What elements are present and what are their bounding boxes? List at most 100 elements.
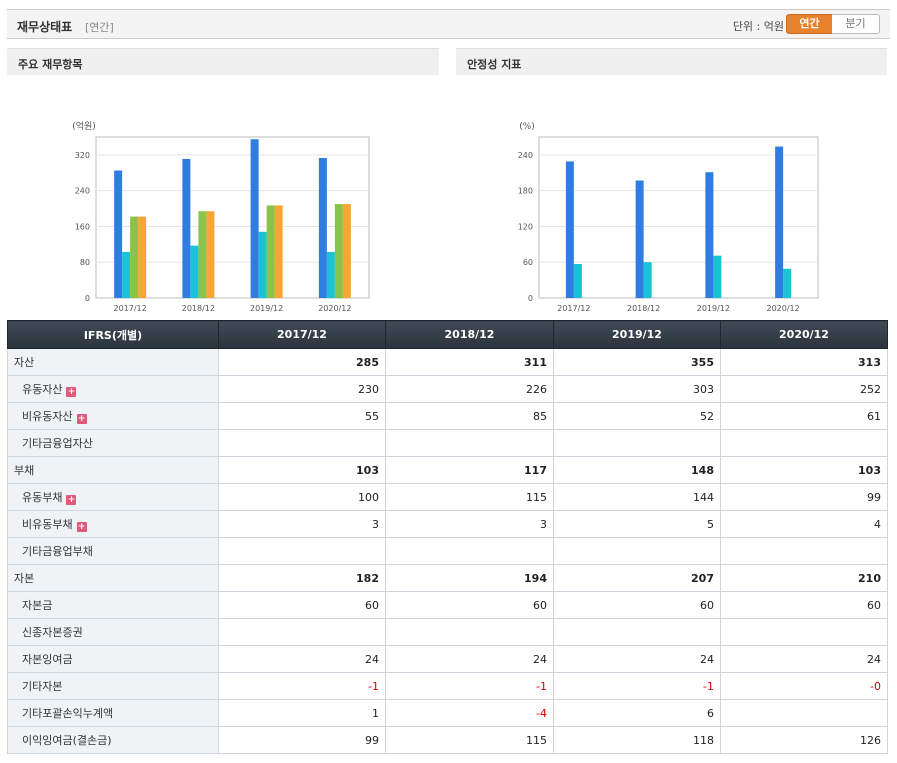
- value-cell: [720, 537, 888, 565]
- value-cell: 115: [385, 483, 554, 511]
- table-row: 부채 103 117 148 103: [7, 456, 888, 484]
- y-tick-label: 180: [518, 187, 533, 196]
- x-tick-label: 2020/12: [318, 304, 351, 313]
- bar: [138, 216, 147, 298]
- table-corner: IFRS(개별): [7, 320, 219, 349]
- value-cell: 182: [218, 564, 386, 592]
- statement-title: 재무상태표: [17, 20, 73, 34]
- annual-toggle-button[interactable]: 연간: [786, 14, 833, 34]
- bar: [565, 161, 574, 298]
- bar: [122, 251, 131, 298]
- y-tick-label: 0: [85, 294, 90, 303]
- row-label: 기타금융업자산: [7, 429, 219, 457]
- value-cell: 5: [553, 510, 721, 538]
- value-cell: -4: [385, 699, 554, 727]
- value-cell: 3: [385, 510, 554, 538]
- value-cell: 60: [720, 591, 888, 619]
- value-cell: 24: [720, 645, 888, 673]
- value-cell: 230: [218, 375, 386, 403]
- value-cell: 355: [553, 348, 721, 376]
- column-header: 2017/12: [218, 320, 386, 349]
- unit-label: 단위 : 억원: [732, 20, 784, 33]
- bar: [643, 262, 652, 298]
- row-label: 이익잉여금(결손금): [7, 726, 219, 754]
- bar: [334, 204, 343, 298]
- value-cell: [720, 618, 888, 646]
- bar: [775, 146, 784, 298]
- value-cell: 99: [218, 726, 386, 754]
- bar: [713, 255, 722, 298]
- row-label-text: 이익잉여금(결손금): [22, 734, 112, 747]
- row-label: 자산: [7, 348, 219, 376]
- row-label: 자본금: [7, 591, 219, 619]
- bar: [258, 231, 267, 298]
- row-label: 자본잉여금: [7, 645, 219, 673]
- table-row: 기타금융업자산: [7, 429, 888, 457]
- row-label-text: 비유동부채: [22, 518, 73, 531]
- x-tick-label: 2018/12: [627, 304, 660, 313]
- value-cell: 52: [553, 402, 721, 430]
- row-label: 기타자본: [7, 672, 219, 700]
- value-cell: 194: [385, 564, 554, 592]
- bar: [266, 205, 275, 298]
- value-cell: 118: [553, 726, 721, 754]
- expand-icon[interactable]: +: [76, 414, 87, 424]
- bar: [198, 211, 207, 298]
- row-label-text: 부채: [14, 464, 35, 477]
- table-row: 이익잉여금(결손금) 99 115 118 126: [7, 726, 888, 754]
- row-label: 유동부채 +: [7, 483, 219, 511]
- value-cell: [218, 537, 386, 565]
- value-cell: 117: [385, 456, 554, 484]
- bar: [206, 211, 215, 298]
- expand-icon[interactable]: +: [66, 387, 77, 397]
- value-cell: 126: [720, 726, 888, 754]
- x-tick-label: 2018/12: [182, 304, 215, 313]
- key-items-chart: 0 80 160 240 320 (억원) 2017/12 2018/12 2019/12 202…: [72, 120, 370, 313]
- table-row: 기타포괄손익누계액 1 -4 6: [7, 699, 888, 727]
- value-cell: [218, 429, 386, 457]
- x-tick-label: 2019/12: [250, 304, 283, 313]
- value-cell: 61: [720, 402, 888, 430]
- stability-panel-title: 안정성 지표: [456, 48, 887, 75]
- row-label: 기타금융업부채: [7, 537, 219, 565]
- stability-panel: 안정성 지표 0 60 120 180 240 (%) 2017/12 2018/12 2019…: [456, 48, 887, 318]
- expand-icon[interactable]: +: [76, 522, 87, 532]
- y-tick-label: 60: [523, 258, 533, 267]
- bar: [114, 170, 123, 298]
- table-row: 유동부채 +100 115 144 99: [7, 483, 888, 511]
- bar: [705, 172, 714, 298]
- value-cell: [385, 537, 554, 565]
- table-row: 자본잉여금 24 24 24 24: [7, 645, 888, 673]
- value-cell: 103: [720, 456, 888, 484]
- row-label: 부채: [7, 456, 219, 484]
- value-cell: 3: [218, 510, 386, 538]
- value-cell: -1: [218, 672, 386, 700]
- value-cell: [385, 429, 554, 457]
- stability-chart: 0 60 120 180 240 (%) 2017/12 2018/12 2019/12 2020…: [518, 122, 819, 313]
- x-tick-label: 2017/12: [557, 304, 590, 313]
- expand-icon[interactable]: +: [66, 495, 77, 505]
- y-tick-label: 320: [75, 151, 90, 160]
- table-row: 기타자본 -1 -1 -1 -0: [7, 672, 888, 700]
- value-cell: 100: [218, 483, 386, 511]
- quarter-toggle-button[interactable]: 분기: [832, 14, 880, 34]
- table-row: 유동자산 +230 226 303 252: [7, 375, 888, 403]
- value-cell: 24: [218, 645, 386, 673]
- row-label-text: 신종자본증권: [22, 626, 83, 639]
- value-cell: 4: [720, 510, 888, 538]
- key-items-panel: 주요 재무항목 0 80 160 240 320 (억원) 2017/12 2018/12 20…: [7, 48, 439, 318]
- value-cell: 148: [553, 456, 721, 484]
- row-label-text: 자본잉여금: [22, 653, 73, 666]
- statement-header: 재무상태표 [연간] 단위 : 억원 연간 분기: [7, 9, 890, 39]
- table-row: 신종자본증권: [7, 618, 888, 646]
- value-cell: 311: [385, 348, 554, 376]
- bar: [274, 205, 283, 298]
- value-cell: 99: [720, 483, 888, 511]
- bar: [130, 216, 139, 298]
- table-row: 비유동자산 +55 85 52 61: [7, 402, 888, 430]
- value-cell: 285: [218, 348, 386, 376]
- bar: [573, 264, 582, 298]
- value-cell: -1: [385, 672, 554, 700]
- row-label: 신종자본증권: [7, 618, 219, 646]
- bar: [783, 268, 792, 298]
